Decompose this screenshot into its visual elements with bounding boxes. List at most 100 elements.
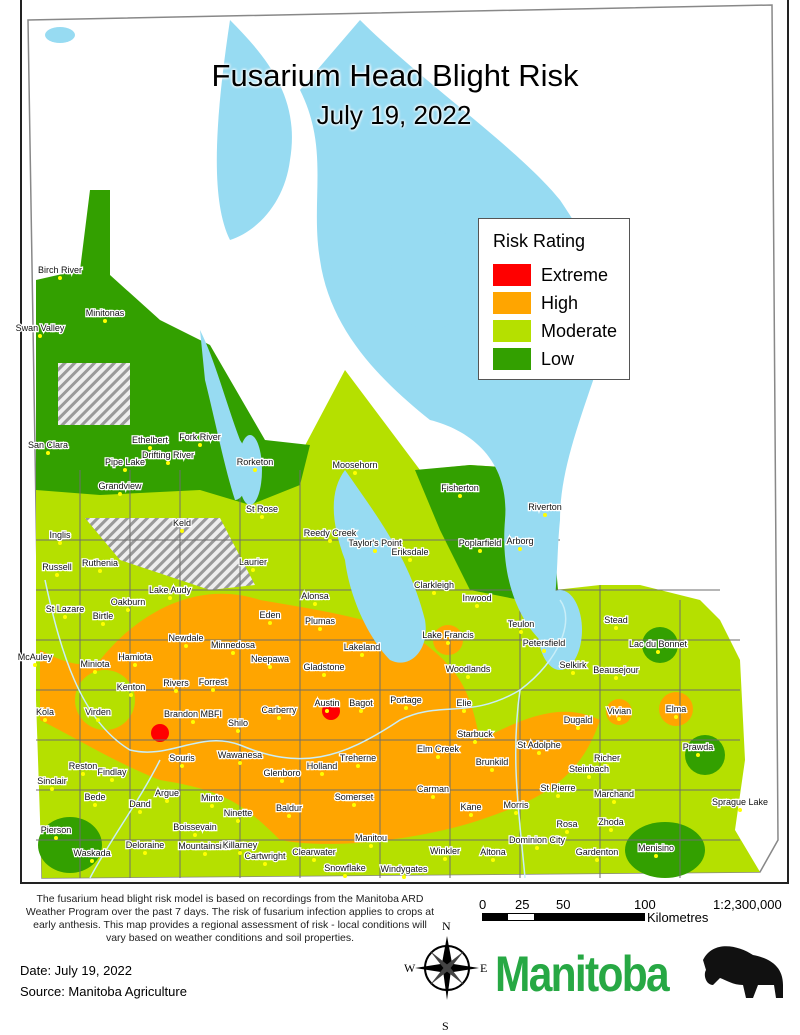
- station-marker: [519, 630, 523, 634]
- station-label: Carman: [417, 784, 449, 794]
- station-label: St Rose: [246, 504, 278, 514]
- station-label: Reston: [69, 761, 98, 771]
- station-label: Holland: [307, 761, 338, 771]
- station-label: Drifting River: [142, 450, 194, 460]
- station-marker: [98, 569, 102, 573]
- station-label: Petersfield: [523, 638, 566, 648]
- station-marker: [565, 830, 569, 834]
- station-marker: [165, 799, 169, 803]
- station-label: Marchand: [594, 789, 634, 799]
- station-label: Gladstone: [303, 662, 344, 672]
- station-marker: [612, 800, 616, 804]
- station-marker: [180, 764, 184, 768]
- station-marker: [478, 549, 482, 553]
- compass-n: N: [442, 919, 451, 933]
- station-label: Arborg: [506, 536, 533, 546]
- station-marker: [129, 693, 133, 697]
- station-marker: [54, 836, 58, 840]
- compass-e: E: [480, 961, 487, 975]
- map-title: Fusarium Head Blight Risk: [211, 58, 579, 93]
- zone-high-elma: [659, 692, 693, 726]
- station-label: Sprague Lake: [712, 797, 768, 807]
- lake-winnipeg: [300, 20, 608, 640]
- station-label: Killarney: [223, 840, 258, 850]
- station-label: Grandview: [98, 481, 142, 491]
- station-label: Pierson: [41, 825, 72, 835]
- station-label: Elm Creek: [417, 744, 460, 754]
- station-label: Brunkild: [476, 757, 509, 767]
- station-label: Pipe Lake: [105, 457, 145, 467]
- station-label: Inglis: [49, 530, 71, 540]
- station-marker: [462, 709, 466, 713]
- map-source: Source: Manitoba Agriculture: [20, 984, 187, 999]
- legend-label: Low: [541, 348, 575, 369]
- station-label: Windygates: [380, 864, 428, 874]
- station-marker: [571, 671, 575, 675]
- station-label: Rorketon: [237, 457, 274, 467]
- station-label: Miniota: [80, 659, 109, 669]
- station-label: Somerset: [335, 792, 374, 802]
- zone-high-vivian: [606, 699, 632, 725]
- station-marker: [238, 851, 242, 855]
- zone-low-waskada: [38, 817, 102, 873]
- station-marker: [236, 819, 240, 823]
- station-label: Elma: [666, 704, 687, 714]
- station-label: St Lazare: [46, 604, 85, 614]
- legend-swatch: [493, 320, 531, 342]
- station-label: Inwood: [462, 593, 491, 603]
- station-marker: [542, 649, 546, 653]
- municipal-boundaries: [36, 470, 740, 878]
- station-label: Kola: [36, 707, 54, 717]
- station-marker: [96, 718, 100, 722]
- station-label: Eden: [259, 610, 280, 620]
- station-marker: [312, 858, 316, 862]
- legend-label: Extreme: [541, 264, 609, 285]
- station-marker: [268, 621, 272, 625]
- water-bodies: [45, 20, 608, 670]
- weather-stations: Birch River Swan Valley Minitonas Ethelbert…: [14, 264, 769, 879]
- station-marker: [46, 451, 50, 455]
- zone-extreme-austin: [322, 702, 340, 720]
- station-marker: [263, 862, 267, 866]
- station-label: Clarkleigh: [414, 580, 454, 590]
- station-label: Austin: [314, 698, 339, 708]
- station-marker: [458, 494, 462, 498]
- station-marker: [123, 468, 127, 472]
- station-label: Kane: [460, 802, 481, 812]
- risk-map: Birch River Swan Valley Minitonas Ethelbert…: [14, 4, 779, 879]
- station-marker: [738, 808, 742, 812]
- station-marker: [402, 875, 406, 879]
- station-label: St Pierre: [540, 783, 575, 793]
- station-label: McAuley: [18, 652, 53, 662]
- station-marker: [180, 529, 184, 533]
- station-marker: [352, 803, 356, 807]
- station-label: Virden: [85, 707, 111, 717]
- station-label: Russell: [42, 562, 72, 572]
- station-label: Fork River: [179, 432, 221, 442]
- station-marker: [356, 764, 360, 768]
- station-label: Treherne: [340, 753, 376, 763]
- station-marker: [38, 334, 42, 338]
- station-marker: [148, 446, 152, 450]
- station-label: Lac du Bonnet: [629, 639, 688, 649]
- station-marker: [236, 729, 240, 733]
- station-marker: [696, 753, 700, 757]
- station-marker: [359, 709, 363, 713]
- station-label: Plumas: [305, 616, 336, 626]
- station-label: Moosehorn: [332, 460, 377, 470]
- lake-manitoba: [333, 470, 426, 663]
- station-marker: [268, 665, 272, 669]
- station-label: St Adolphe: [517, 740, 561, 750]
- station-label: Neepawa: [251, 654, 289, 664]
- station-label: Birch River: [38, 265, 82, 275]
- station-marker: [138, 810, 142, 814]
- station-label: Newdale: [168, 633, 203, 643]
- station-marker: [81, 772, 85, 776]
- station-marker: [55, 573, 59, 577]
- station-label: Minitonas: [86, 308, 125, 318]
- station-marker: [469, 813, 473, 817]
- station-marker: [50, 787, 54, 791]
- station-marker: [446, 641, 450, 645]
- station-label: Swan Valley: [16, 323, 65, 333]
